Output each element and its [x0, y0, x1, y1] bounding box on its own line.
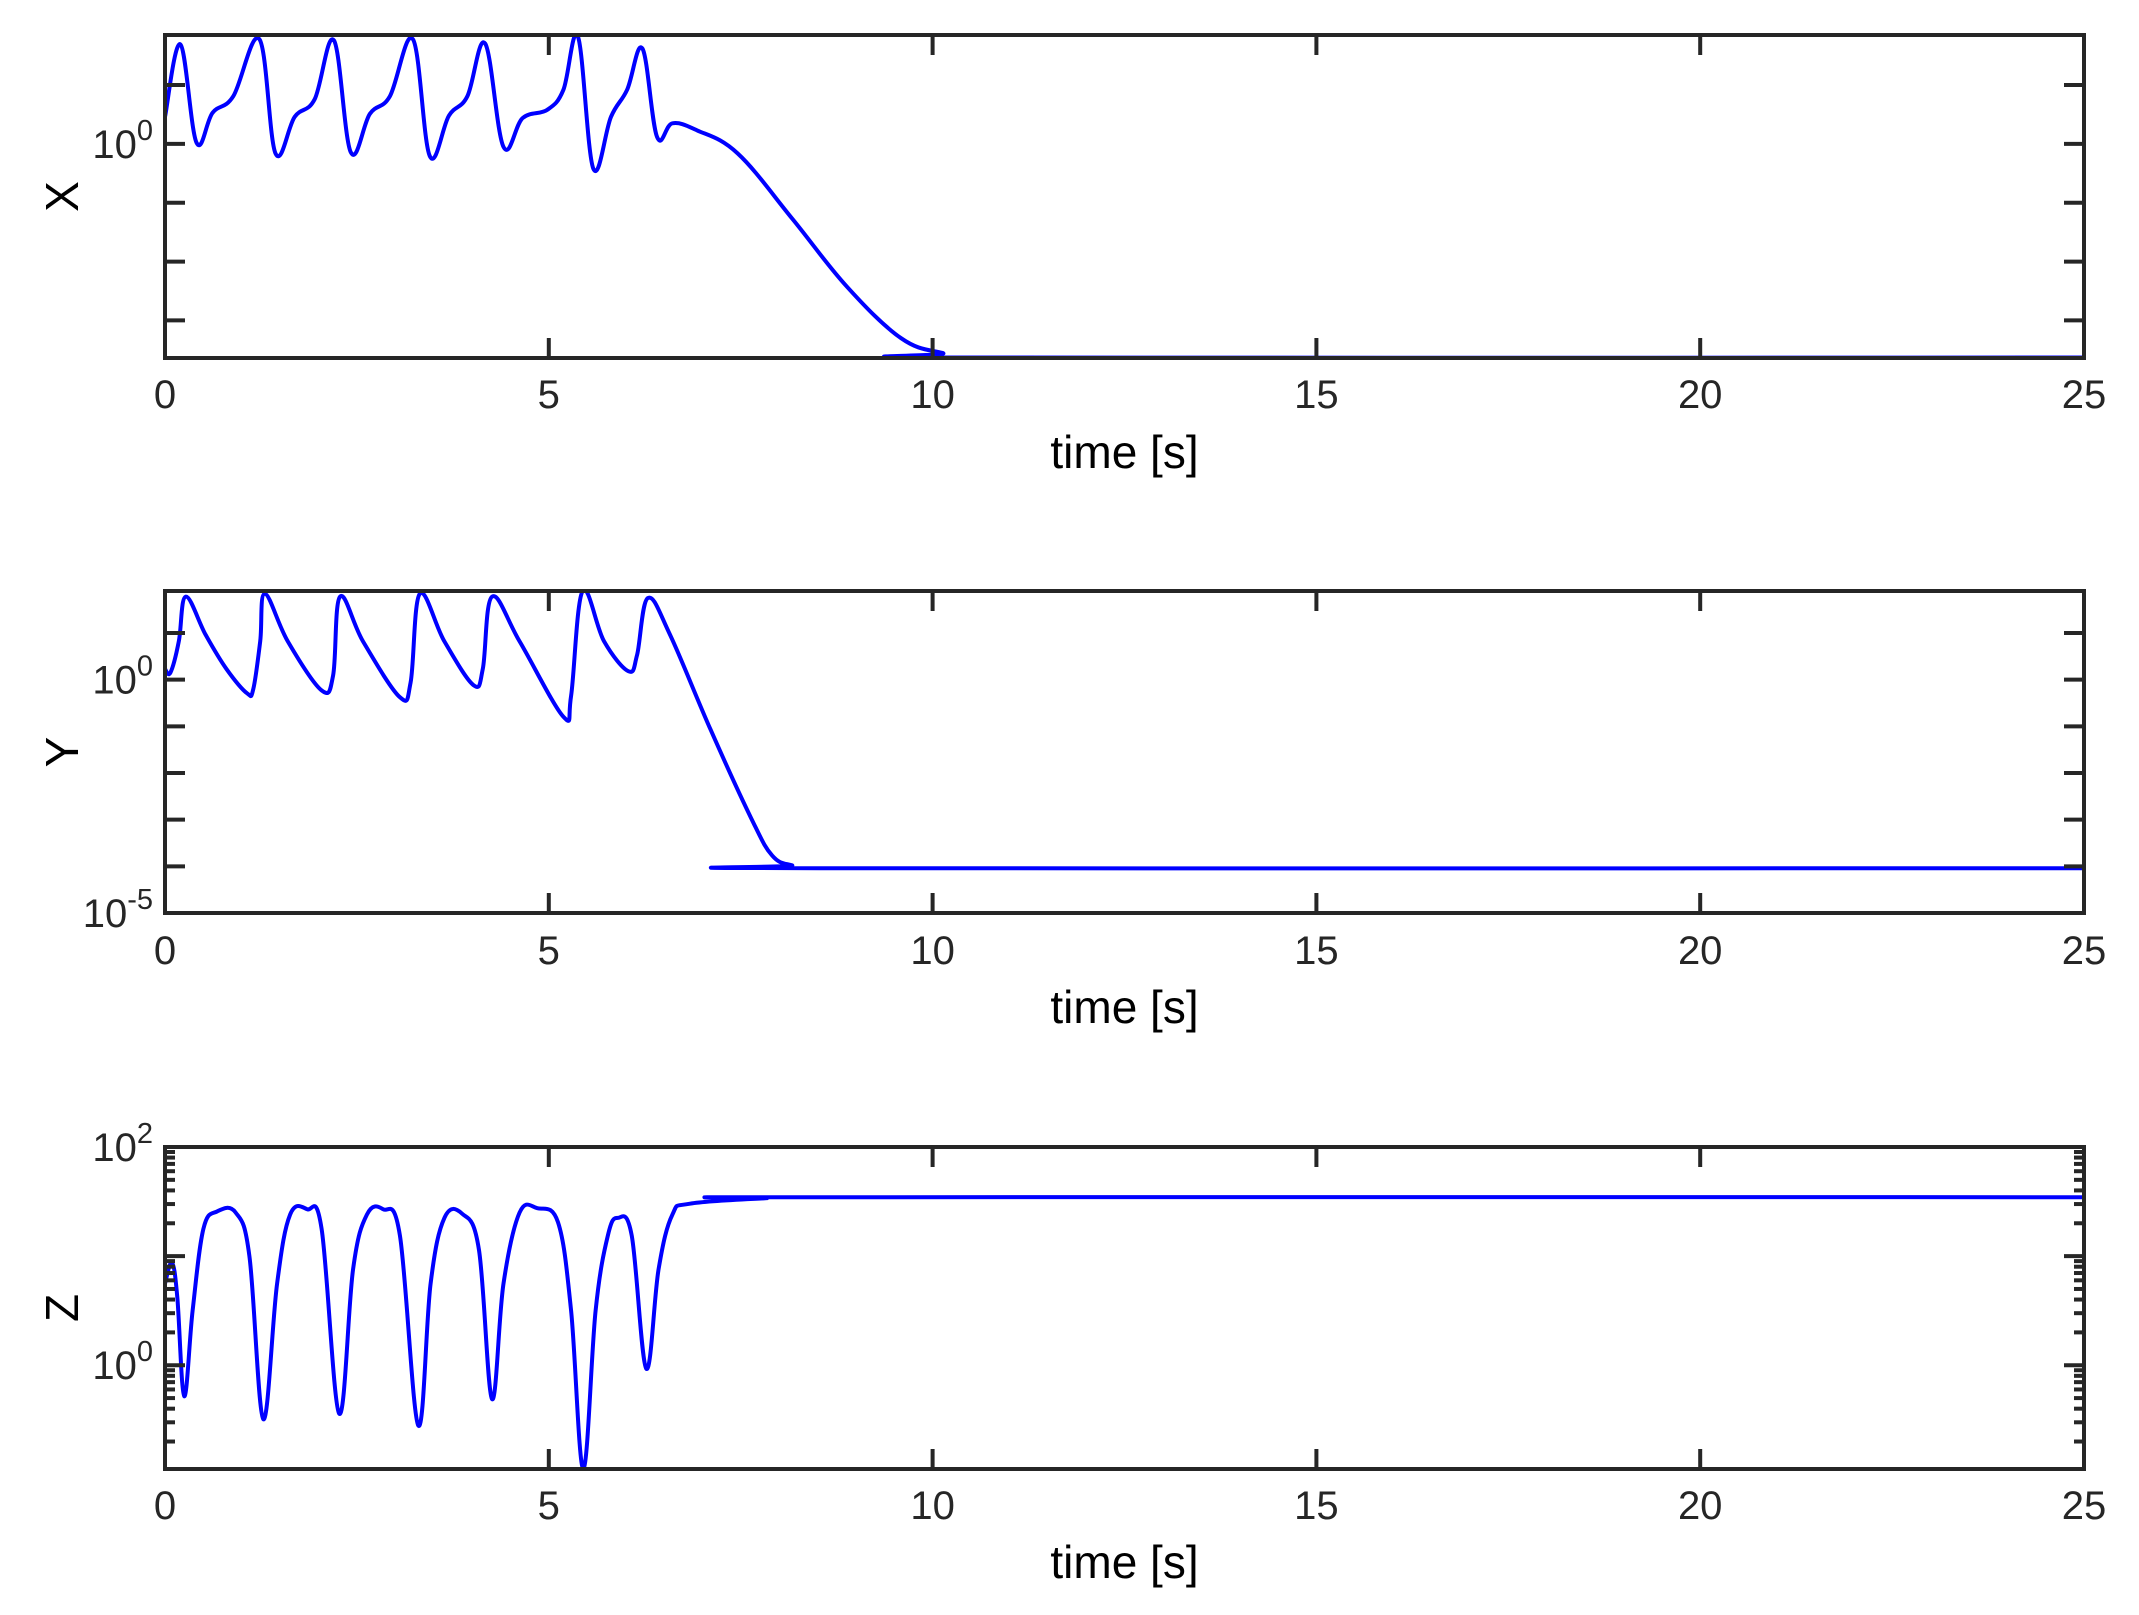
- y-tick-label: 100: [92, 651, 153, 703]
- y-tick-label-base: 10: [92, 659, 137, 703]
- y-tick-label: 102: [92, 1118, 153, 1170]
- x-tick-label: 25: [2062, 1484, 2107, 1528]
- axes-frame: [163, 33, 2086, 360]
- x-axis-label: time [s]: [1050, 1536, 1198, 1588]
- axes-frame: [163, 589, 2086, 915]
- y-axis-label: Y: [36, 737, 88, 768]
- x-tick-label: 5: [538, 929, 560, 973]
- y-tick-label-base: 10: [92, 1126, 137, 1170]
- series-line-y: [165, 591, 2084, 871]
- y-tick-label: 100: [92, 115, 153, 167]
- x-tick-label: 10: [910, 929, 955, 973]
- x-axis-label: time [s]: [1050, 981, 1198, 1033]
- y-tick-label-exponent: 2: [137, 1118, 153, 1150]
- y-tick-label-exponent: 0: [137, 1336, 153, 1368]
- x-tick-label: 25: [2062, 929, 2107, 973]
- y-tick-label-exponent: 0: [137, 651, 153, 683]
- y-tick-label-base: 10: [92, 123, 137, 167]
- x-axis-label: time [s]: [1050, 426, 1198, 478]
- x-tick-label: 10: [910, 1484, 955, 1528]
- y-tick-label-base: 10: [92, 1344, 137, 1388]
- x-tick-label: 5: [538, 1484, 560, 1528]
- x-tick-label: 5: [538, 373, 560, 417]
- x-tick-label: 0: [154, 1484, 176, 1528]
- series-line-z: [165, 1195, 2084, 1469]
- y-tick-label: 100: [92, 1336, 153, 1388]
- x-tick-label: 15: [1294, 1484, 1339, 1528]
- axes-frame: [163, 1145, 2086, 1471]
- x-tick-label: 20: [1678, 929, 1723, 973]
- x-tick-label: 15: [1294, 929, 1339, 973]
- y-tick-label: 10-5: [83, 884, 153, 936]
- x-tick-label: 20: [1678, 373, 1723, 417]
- y-axis-label: Z: [36, 1294, 88, 1322]
- x-tick-label: 0: [154, 373, 176, 417]
- y-tick-label-exponent: -5: [127, 884, 153, 916]
- y-tick-label-exponent: 0: [137, 115, 153, 147]
- series-line-x: [165, 35, 2084, 358]
- x-tick-label: 0: [154, 929, 176, 973]
- x-tick-label: 10: [910, 373, 955, 417]
- x-tick-label: 15: [1294, 373, 1339, 417]
- y-tick-label-base: 10: [83, 892, 128, 936]
- x-tick-label: 20: [1678, 1484, 1723, 1528]
- x-tick-label: 25: [2062, 373, 2107, 417]
- y-axis-label: X: [36, 181, 88, 212]
